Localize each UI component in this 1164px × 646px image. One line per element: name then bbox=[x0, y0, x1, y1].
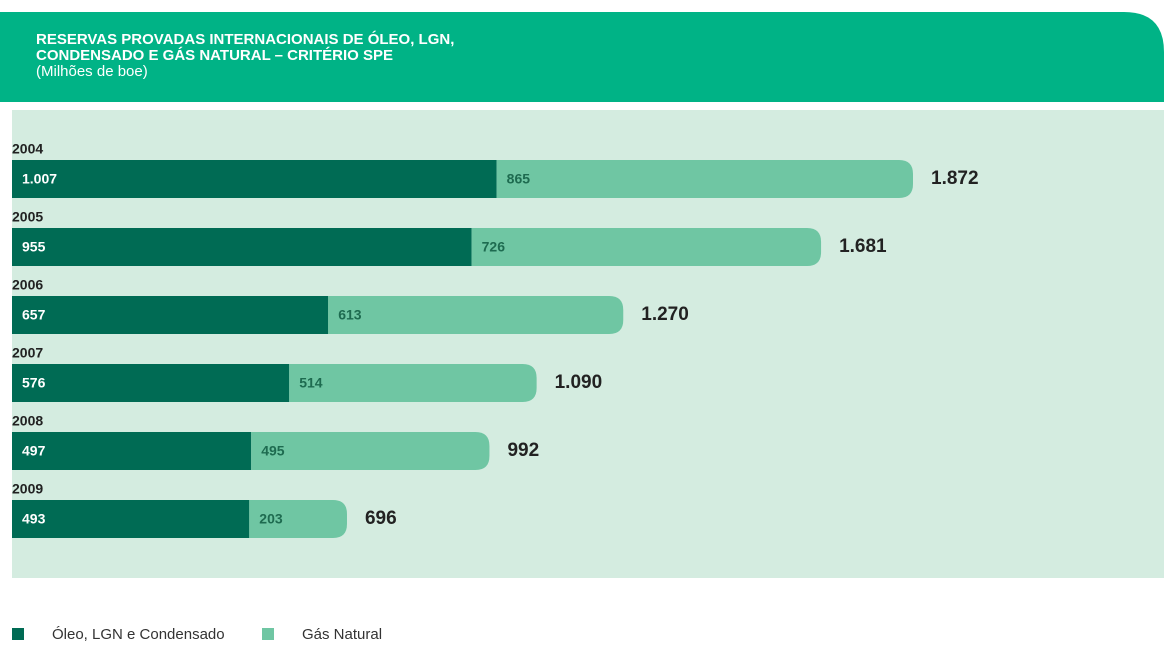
value-label: 203 bbox=[259, 511, 283, 527]
bar-segment bbox=[12, 432, 252, 470]
value-label: 955 bbox=[22, 239, 46, 255]
legend-swatch bbox=[12, 628, 24, 640]
category-label: 2005 bbox=[12, 209, 43, 225]
bar-segment bbox=[12, 364, 290, 402]
category-label: 2009 bbox=[12, 481, 43, 497]
chart-title: CONDENSADO E GÁS NATURAL – CRITÉRIO SPE bbox=[36, 47, 393, 64]
bar-segment bbox=[289, 364, 537, 402]
category-label: 2004 bbox=[12, 141, 43, 157]
value-label: 657 bbox=[22, 307, 46, 323]
total-label: 1.681 bbox=[839, 236, 887, 257]
bar-segment bbox=[12, 160, 497, 198]
bar-segment bbox=[12, 500, 250, 538]
bar-segment bbox=[12, 296, 329, 334]
value-label: 495 bbox=[261, 443, 285, 459]
value-label: 576 bbox=[22, 375, 46, 391]
value-label: 493 bbox=[22, 511, 46, 527]
value-label: 726 bbox=[482, 239, 506, 255]
category-label: 2006 bbox=[12, 277, 43, 293]
bar-segment bbox=[251, 432, 490, 470]
legend-label: Gás Natural bbox=[302, 626, 382, 643]
category-label: 2008 bbox=[12, 413, 43, 429]
value-label: 497 bbox=[22, 443, 46, 459]
chart-title: RESERVAS PROVADAS INTERNACIONAIS DE ÓLEO… bbox=[36, 30, 454, 48]
total-label: 1.270 bbox=[641, 304, 689, 325]
total-label: 1.872 bbox=[931, 168, 979, 189]
bar-segment bbox=[328, 296, 624, 334]
value-label: 613 bbox=[338, 307, 362, 323]
bar-segment bbox=[496, 160, 913, 198]
bar-segment bbox=[249, 500, 347, 538]
header-band bbox=[0, 12, 1164, 102]
value-label: 514 bbox=[299, 375, 323, 391]
legend-swatch bbox=[262, 628, 274, 640]
chart-subtitle: (Milhões de boe) bbox=[36, 63, 148, 80]
legend-label: Óleo, LGN e Condensado bbox=[52, 626, 225, 643]
total-label: 1.090 bbox=[555, 372, 603, 393]
bar-segment bbox=[471, 228, 822, 266]
total-label: 992 bbox=[507, 440, 539, 461]
bar-segment bbox=[12, 228, 472, 266]
category-label: 2007 bbox=[12, 345, 43, 361]
value-label: 865 bbox=[507, 171, 531, 187]
total-label: 696 bbox=[365, 508, 397, 529]
value-label: 1.007 bbox=[22, 171, 57, 187]
